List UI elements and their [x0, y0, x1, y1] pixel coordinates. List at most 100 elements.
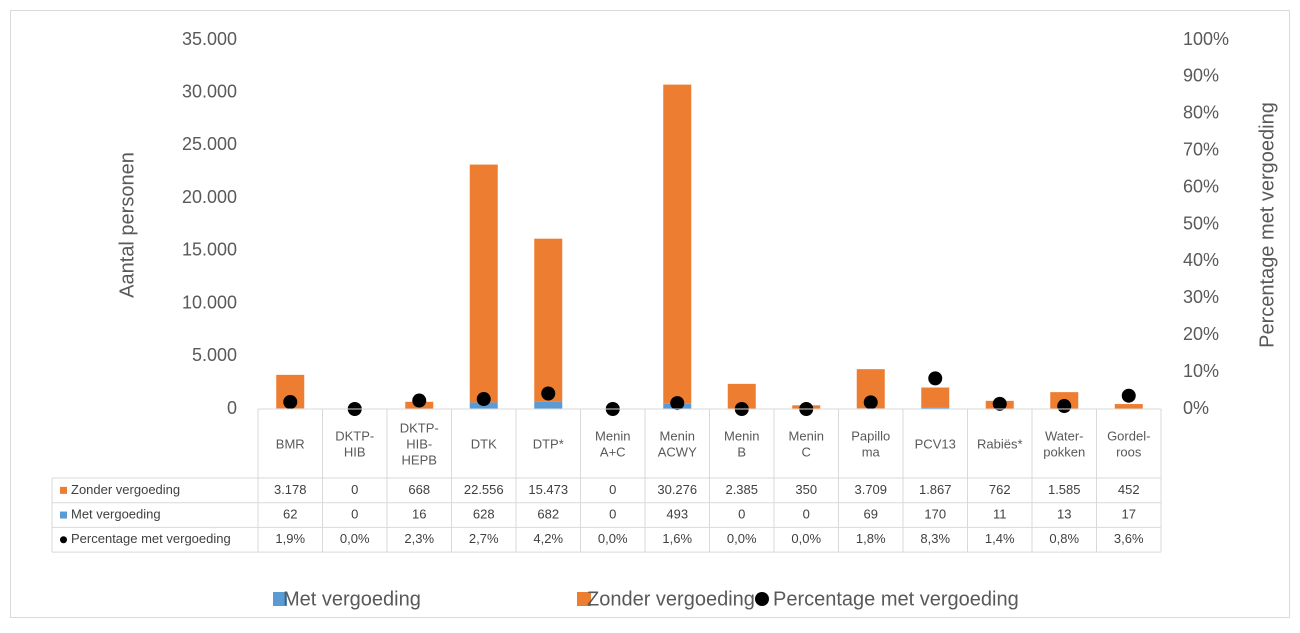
legend-label: Percentage met vergoeding [773, 588, 1019, 610]
table-cell: 3,6% [1114, 531, 1144, 546]
y-tick-label: 5.000 [192, 345, 237, 365]
y2-tick-label: 30% [1183, 287, 1219, 307]
table-cell: 0 [351, 482, 358, 497]
y2-tick-label: 60% [1183, 176, 1219, 196]
y2-tick-label: 0% [1183, 398, 1209, 418]
table-cell: 0 [351, 506, 358, 521]
y-axis-title: Aantal personen [116, 152, 138, 298]
x-tick-label: Menin [595, 428, 630, 443]
x-tick-label: DTK [471, 436, 497, 451]
x-tick-label: HIB [344, 444, 366, 459]
table-cell: 16 [412, 506, 426, 521]
table-row-label: Met vergoeding [71, 506, 161, 521]
table-cell: 350 [795, 482, 817, 497]
table-cell: 1,9% [275, 531, 305, 546]
table-cell: 762 [989, 482, 1011, 497]
y-tick-label: 30.000 [182, 81, 237, 101]
x-tick-label: ma [862, 444, 881, 459]
table-cell: 11 [993, 506, 1007, 521]
table-cell: 668 [408, 482, 430, 497]
dot [541, 387, 555, 401]
table-cell: 0 [803, 506, 810, 521]
table-cell: 1,6% [662, 531, 692, 546]
x-tick-label: DTP* [533, 436, 564, 451]
x-tick-label: DKTP- [400, 420, 439, 435]
table-cell: 2.385 [725, 482, 758, 497]
y-tick-label: 35.000 [182, 29, 237, 49]
bar [1115, 404, 1143, 409]
table-cell: 0,0% [791, 531, 821, 546]
bar [534, 239, 562, 402]
table-cell: 3.709 [854, 482, 887, 497]
table-cell: 170 [924, 506, 946, 521]
x-tick-label: Menin [724, 428, 759, 443]
y2-axis-title: Percentage met vergoeding [1256, 102, 1278, 348]
table-cell: 8,3% [920, 531, 950, 546]
x-tick-label: PCV13 [915, 436, 956, 451]
table-cell: 4,2% [533, 531, 563, 546]
table-cell: 1,8% [856, 531, 886, 546]
x-tick-label: ACWY [658, 444, 697, 459]
table-cell: 1.585 [1048, 482, 1081, 497]
dot [864, 395, 878, 409]
x-tick-label: HEPB [402, 452, 437, 467]
y2-tick-label: 80% [1183, 103, 1219, 123]
table-cell: 682 [537, 506, 559, 521]
table-cell: 22.556 [464, 482, 504, 497]
table-cell: 1.867 [919, 482, 952, 497]
y-tick-label: 0 [227, 398, 237, 418]
dot [1057, 399, 1071, 413]
x-tick-label: BMR [276, 436, 305, 451]
dot [928, 371, 942, 385]
table-cell: 69 [864, 506, 878, 521]
bar [663, 85, 691, 404]
bar [470, 165, 498, 403]
y-tick-label: 25.000 [182, 134, 237, 154]
table-cell: 0,0% [727, 531, 757, 546]
y2-tick-label: 40% [1183, 250, 1219, 270]
bar [534, 402, 562, 409]
x-tick-label: B [737, 444, 746, 459]
table-cell: 0 [609, 482, 616, 497]
table-cell: 1,4% [985, 531, 1015, 546]
y2-tick-label: 10% [1183, 361, 1219, 381]
table-cell: 2,3% [404, 531, 434, 546]
table-cell: 0 [738, 506, 745, 521]
dot [670, 396, 684, 410]
table-legend-marker [60, 536, 67, 543]
table-cell: 0,8% [1049, 531, 1079, 546]
chart-border [11, 11, 1290, 618]
y2-tick-label: 90% [1183, 66, 1219, 86]
table-cell: 2,7% [469, 531, 499, 546]
y2-tick-label: 20% [1183, 324, 1219, 344]
legend-label: Zonder vergoeding [587, 588, 755, 610]
y-tick-label: 10.000 [182, 292, 237, 312]
table-cell: 62 [283, 506, 297, 521]
table-cell: 13 [1057, 506, 1071, 521]
x-tick-label: roos [1116, 444, 1142, 459]
table-cell: 0,0% [598, 531, 628, 546]
table-cell: 0,0% [340, 531, 370, 546]
x-tick-label: Gordel- [1107, 428, 1150, 443]
table-row-label: Percentage met vergoeding [71, 531, 231, 546]
x-tick-label: Water- [1045, 428, 1084, 443]
x-tick-label: DKTP- [335, 428, 374, 443]
y2-tick-label: 50% [1183, 213, 1219, 233]
x-tick-label: Rabiës* [977, 436, 1023, 451]
dot [412, 394, 426, 408]
legend-label: Met vergoeding [283, 588, 421, 610]
y2-tick-label: 100% [1183, 29, 1229, 49]
table-legend-marker [60, 512, 67, 519]
legend-marker [755, 592, 769, 606]
table-cell: 15.473 [528, 482, 568, 497]
table-cell: 30.276 [657, 482, 697, 497]
table-legend-marker [60, 487, 67, 494]
y-tick-label: 15.000 [182, 240, 237, 260]
table-cell: 493 [666, 506, 688, 521]
y2-tick-label: 70% [1183, 139, 1219, 159]
x-tick-label: Papillo [851, 428, 890, 443]
x-tick-label: pokken [1043, 444, 1085, 459]
table-cell: 0 [609, 506, 616, 521]
table-cell: 17 [1122, 506, 1136, 521]
